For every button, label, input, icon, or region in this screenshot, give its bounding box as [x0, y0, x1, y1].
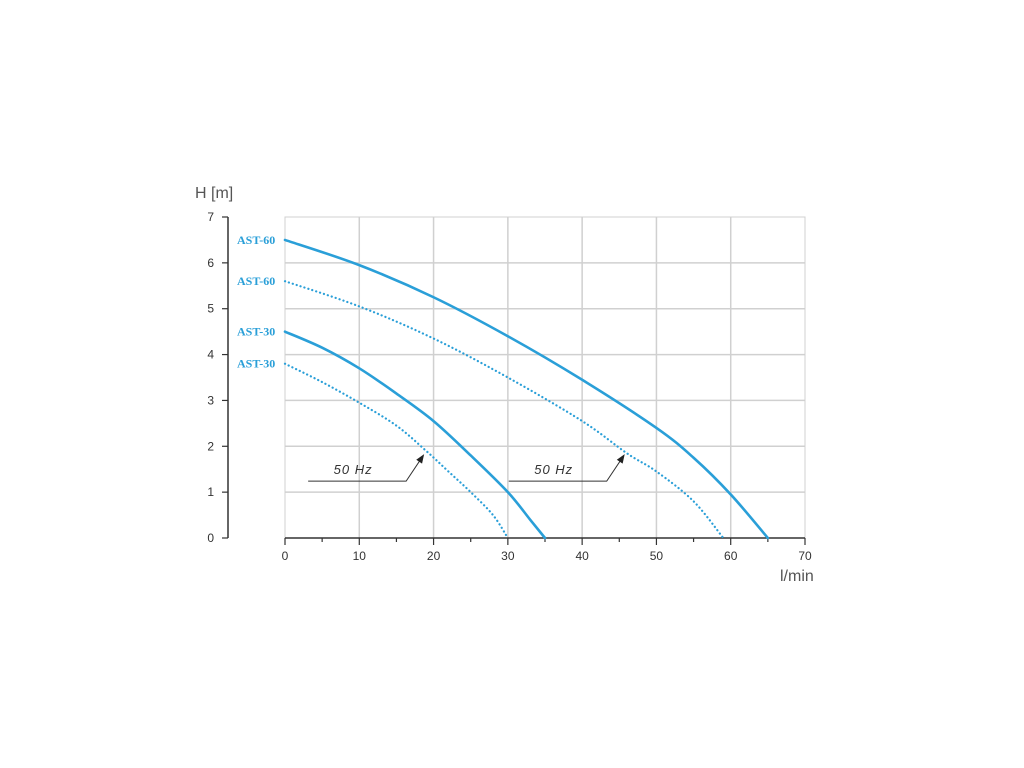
y-tick-label: 5 [207, 302, 214, 316]
x-tick-label: 10 [353, 549, 367, 563]
x-tick-label: 40 [575, 549, 589, 563]
y-axis-title: H [m] [195, 185, 233, 202]
y-tick-label: 3 [207, 393, 214, 407]
series-line-ast-30-solid [283, 330, 547, 540]
chart-series-labels: AST-60 AST-60 AST-30 AST-30 [237, 233, 275, 371]
x-tick-label: 0 [282, 549, 289, 563]
series-label-ast-30: AST-30 [237, 357, 275, 371]
series-line-ast-60-solid [283, 238, 770, 540]
series-label-ast-30: AST-30 [237, 325, 275, 339]
x-tick-label: 20 [427, 549, 441, 563]
annotation-leader [508, 456, 624, 482]
annotation-label: 50 Hz [334, 462, 373, 477]
annotation-leader [308, 456, 423, 482]
y-tick-label: 0 [207, 531, 214, 545]
annotation-arrowhead [416, 454, 425, 464]
x-tick-label: 70 [798, 549, 812, 563]
series-line-ast-30-dotted [283, 362, 509, 540]
annotation-label: 50 Hz [534, 462, 573, 477]
series-label-ast-60: AST-60 [237, 233, 275, 247]
series-line-ast-60-dotted [283, 280, 725, 540]
x-tick-label: 50 [650, 549, 664, 563]
y-tick-label: 2 [207, 439, 214, 453]
y-tick-label: 7 [207, 210, 214, 224]
x-tick-label: 30 [501, 549, 515, 563]
x-axis-title: l/min [780, 568, 814, 585]
chart-grid [284, 216, 806, 539]
annotation-arrowhead [616, 454, 625, 464]
x-tick-label: 60 [724, 549, 738, 563]
chart-series [283, 238, 770, 540]
series-label-ast-60: AST-60 [237, 274, 275, 288]
y-tick-label: 4 [207, 348, 214, 362]
y-tick-label: 6 [207, 256, 214, 270]
y-tick-label: 1 [207, 485, 214, 499]
chart-annotations: 50 Hz 50 Hz [308, 454, 625, 482]
